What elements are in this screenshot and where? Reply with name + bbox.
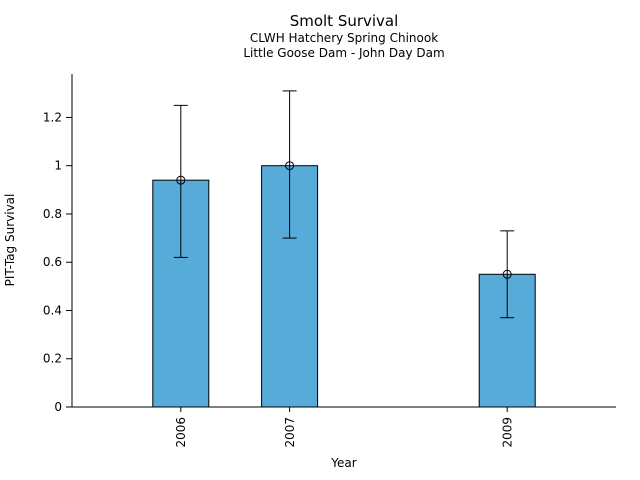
x-tick-label: 2007 xyxy=(283,417,297,448)
point-marker-2009 xyxy=(502,269,512,279)
y-tick-label: 0.8 xyxy=(43,207,62,221)
y-tick-label: 0.2 xyxy=(43,352,62,366)
chart-subtitle-line1: CLWH Hatchery Spring Chinook xyxy=(250,31,438,45)
x-tick-label: 2009 xyxy=(500,417,514,448)
y-tick-label: 0.4 xyxy=(43,303,62,317)
plot-area: 0 0.2 0.4 0.6 0.8 1 1.2 2006 2007 2009 xyxy=(43,74,616,448)
x-axis-label: Year xyxy=(330,456,356,470)
point-marker-2007 xyxy=(285,161,295,171)
x-tick-label: 2006 xyxy=(174,417,188,448)
y-axis-label: PIT-Tag Survival xyxy=(3,194,17,287)
y-tick-label: 1 xyxy=(54,159,62,173)
y-tick-label: 0.6 xyxy=(43,255,62,269)
chart-subtitle-line2: Little Goose Dam - John Day Dam xyxy=(243,46,444,60)
point-marker-2006 xyxy=(176,175,186,185)
y-tick-label: 1.2 xyxy=(43,110,62,124)
chart-title: Smolt Survival xyxy=(290,12,399,30)
y-tick-label: 0 xyxy=(54,400,62,414)
